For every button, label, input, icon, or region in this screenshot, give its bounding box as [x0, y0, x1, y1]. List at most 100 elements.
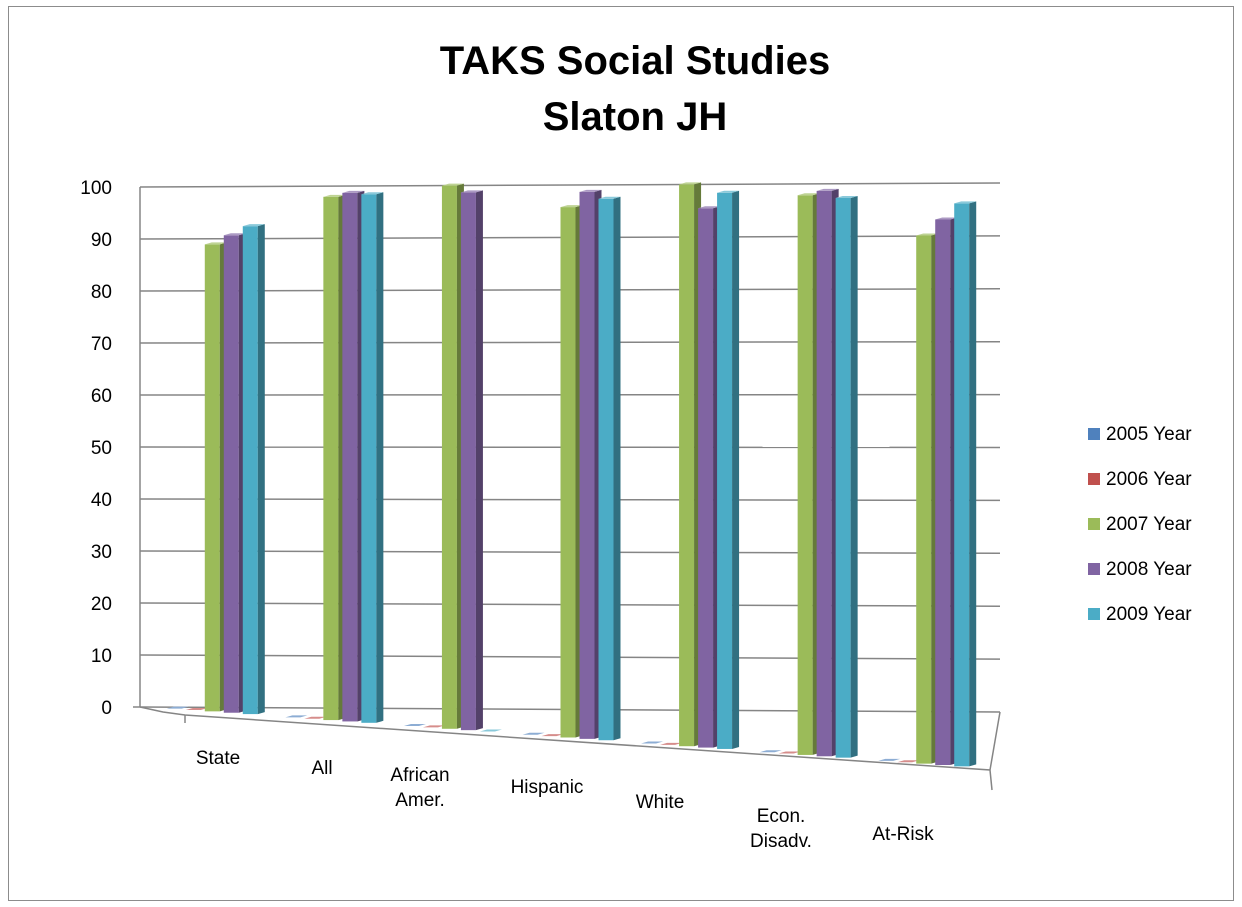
x-category-label: African Amer. [390, 765, 449, 811]
bar-top [166, 706, 189, 709]
bar-top [242, 224, 265, 227]
bar-side [613, 196, 621, 741]
bar-side [475, 190, 483, 731]
bar-top [778, 751, 801, 754]
bar-top [479, 729, 502, 732]
bar-top [816, 188, 839, 191]
bar-front [441, 185, 457, 729]
legend-item: 2005 Year [1088, 424, 1192, 445]
bar-top [460, 190, 483, 193]
bar-front [598, 198, 614, 741]
y-tick-label: 60 [91, 386, 112, 407]
bar-front [204, 244, 220, 712]
bar-top [717, 190, 740, 193]
bar [361, 192, 384, 723]
bar-front [835, 198, 851, 758]
y-tick-label: 100 [80, 178, 112, 199]
y-tick-label: 80 [91, 282, 112, 303]
bar-front [698, 208, 714, 748]
bar-top [285, 715, 308, 718]
x-category-label: At-Risk [872, 824, 934, 845]
bar [223, 233, 246, 713]
bar [166, 706, 189, 709]
bars [166, 182, 977, 767]
bar [717, 190, 740, 749]
legend-swatch [1088, 608, 1100, 620]
bar [541, 734, 564, 737]
bar [204, 242, 227, 712]
bar-top [560, 205, 583, 208]
bar [660, 742, 683, 745]
bar-side [969, 201, 977, 767]
legend-item: 2008 Year [1088, 559, 1192, 580]
bar [935, 217, 958, 766]
bar [641, 741, 664, 744]
bar [242, 224, 265, 715]
bar-front [223, 235, 239, 713]
bar [304, 716, 327, 719]
bar-front [717, 192, 733, 749]
bar-front [342, 192, 358, 722]
bar-top [522, 732, 545, 735]
bar-top [204, 242, 227, 245]
bar [285, 715, 308, 718]
bar-top [422, 725, 445, 728]
bar-top [698, 206, 721, 209]
bar-top [835, 196, 858, 199]
bar-top [916, 233, 939, 236]
bar-top [541, 734, 564, 737]
bar-front [460, 192, 476, 731]
bar [579, 189, 602, 739]
axes [133, 187, 1001, 791]
y-tick-label: 30 [91, 542, 112, 563]
bar-top [759, 750, 782, 753]
legend-label: 2006 Year [1106, 469, 1192, 490]
bar [835, 196, 858, 758]
legend: 2005 Year 2006 Year 2007 Year 2008 Year 2009… [1088, 424, 1192, 625]
bar-top [304, 716, 327, 719]
axis-ticks [133, 706, 186, 723]
legend-swatch [1088, 428, 1100, 440]
bar [598, 196, 621, 741]
bar [679, 182, 702, 747]
x-category-label: All [311, 758, 332, 779]
bar-top [954, 201, 977, 204]
bar-top [935, 217, 958, 220]
bar [698, 206, 721, 748]
legend-label: 2007 Year [1106, 514, 1192, 535]
bar-front [242, 226, 258, 715]
bar-front [935, 219, 951, 766]
bar [403, 724, 426, 727]
bar-front [916, 235, 932, 764]
bar-front [560, 207, 576, 738]
legend-item: 2006 Year [1088, 469, 1192, 490]
legend-item: 2009 Year [1088, 604, 1192, 625]
bar-front [954, 203, 970, 767]
bar [797, 193, 820, 755]
legend-label: 2008 Year [1106, 559, 1192, 580]
legend-swatch [1088, 518, 1100, 530]
bar-front [816, 190, 832, 757]
legend-swatch [1088, 563, 1100, 575]
bar-front [579, 191, 595, 739]
bar-front [361, 194, 377, 723]
x-category-label: Hispanic [511, 777, 584, 798]
bar [323, 194, 346, 721]
y-tick-label: 0 [101, 698, 112, 719]
y-tick-label: 10 [91, 646, 112, 667]
bar-top [797, 193, 820, 196]
bar [878, 758, 901, 761]
bar-front [679, 184, 695, 747]
x-category-label: State [196, 748, 240, 769]
bar [422, 725, 445, 728]
bar [954, 201, 977, 767]
bar-top [641, 741, 664, 744]
bar-side [850, 196, 858, 758]
legend-swatch [1088, 473, 1100, 485]
bar [916, 233, 939, 764]
bar-side [376, 192, 384, 723]
y-tick-label: 50 [91, 438, 112, 459]
bar-top [598, 196, 621, 199]
bar-top [323, 194, 346, 197]
